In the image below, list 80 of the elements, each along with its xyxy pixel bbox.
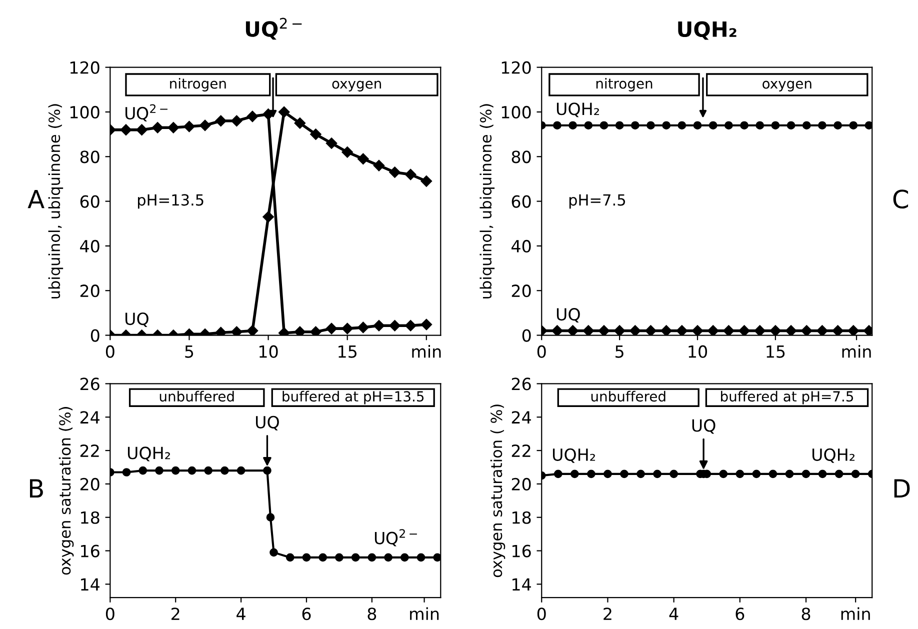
y-tick-label: 40 <box>512 240 531 253</box>
y-tick-label: 120 <box>70 61 100 74</box>
band-label: oxygen <box>332 80 381 92</box>
y-tick-label: 26 <box>80 378 100 390</box>
y-tick-label: 100 <box>70 106 100 119</box>
annotation: UQ <box>256 416 279 430</box>
band-label: nitrogen <box>170 78 226 92</box>
y-tick-label: 16 <box>512 544 531 558</box>
y-tick-label: 20 <box>512 284 531 298</box>
band-label: oxygen <box>762 80 812 92</box>
y-tick-label: 18 <box>512 511 531 524</box>
band-label: unbuffered <box>591 390 666 402</box>
series-label: UQ$^{2−}$ <box>125 104 168 122</box>
text: A <box>28 190 44 208</box>
x-tick-label: 6 <box>302 608 311 620</box>
annotation: UQH₂ <box>128 446 170 462</box>
x-tick-label: 2 <box>604 608 612 620</box>
y-tick-label: 26 <box>512 378 531 390</box>
x-tick-label: 15 <box>338 345 356 358</box>
x-tick-label: 0 <box>106 345 114 358</box>
series-label: UQ <box>125 312 148 327</box>
x-tick-label: 10 <box>260 345 278 358</box>
x-tick-label: min <box>842 344 871 358</box>
x-tick-label: 0 <box>106 608 114 620</box>
series-label: UQ <box>556 308 580 323</box>
y-tick-label: 20 <box>512 478 531 491</box>
text: C <box>893 190 908 209</box>
band-label: nitrogen <box>596 78 652 92</box>
y-tick-label: 0 <box>90 329 100 342</box>
band-label: buffered at pH=13.5 <box>282 390 424 404</box>
y-tick-label: 20 <box>80 284 100 298</box>
x-tick-label: min <box>410 607 439 620</box>
annotation: UQH₂ <box>552 448 596 463</box>
x-tick-label: 8 <box>368 608 376 620</box>
x-tick-label: 6 <box>736 608 744 620</box>
x-tick-label: 0 <box>537 608 546 620</box>
x-tick-label: 0 <box>537 345 546 358</box>
chart-title: UQH₂ <box>678 21 736 40</box>
annotation: pH=7.5 <box>569 194 626 209</box>
y-axis-title: oxygen saturation ( %) <box>490 404 506 578</box>
band-label: unbuffered <box>160 390 234 402</box>
annotation: UQH₂ <box>812 448 855 463</box>
y-tick-label: 14 <box>81 578 100 591</box>
text: B <box>30 479 43 498</box>
y-tick-label: 16 <box>81 544 100 558</box>
y-tick-label: 22 <box>80 444 99 457</box>
y-tick-label: 0 <box>522 329 531 342</box>
y-axis-title: oxygen saturation (%) <box>58 407 74 575</box>
x-tick-label: 10 <box>688 345 708 358</box>
y-axis-title: ubiquinol, ubiquinone (%) <box>48 104 64 298</box>
x-tick-label: 5 <box>185 345 194 358</box>
y-tick-label: 18 <box>81 511 100 524</box>
y-axis-title: ubiquinol, ubiquinone (%) <box>480 104 495 298</box>
x-tick-label: 4 <box>236 608 246 620</box>
y-tick-label: 24 <box>80 411 100 424</box>
y-tick-label: 100 <box>502 106 531 119</box>
x-tick-label: 2 <box>172 608 180 620</box>
x-tick-label: 5 <box>616 345 624 358</box>
text: D <box>894 479 910 498</box>
x-tick-label: 15 <box>766 345 785 358</box>
x-tick-label: min <box>412 344 441 358</box>
y-tick-label: 22 <box>512 444 530 457</box>
annotation: UQ$^{2−}$ <box>374 529 417 546</box>
y-tick-label: 120 <box>502 61 531 74</box>
legend-label: UQH₂ <box>556 102 599 118</box>
x-tick-label: 8 <box>802 608 810 620</box>
y-tick-label: 80 <box>512 150 531 164</box>
chart-title: UQ$^{2−}$ <box>246 18 302 40</box>
y-tick-label: 24 <box>512 411 531 424</box>
y-tick-label: 60 <box>80 195 100 208</box>
y-tick-label: 20 <box>80 478 100 491</box>
y-tick-label: 14 <box>512 578 531 591</box>
band-label: buffered at pH=7.5 <box>721 390 854 404</box>
annotation: UQ <box>692 419 716 434</box>
x-tick-label: min <box>841 607 870 620</box>
y-tick-label: 60 <box>512 195 531 208</box>
x-tick-label: 4 <box>669 608 678 620</box>
y-tick-label: 40 <box>80 240 100 253</box>
y-tick-label: 80 <box>80 150 100 164</box>
annotation: pH=13.5 <box>138 194 204 209</box>
